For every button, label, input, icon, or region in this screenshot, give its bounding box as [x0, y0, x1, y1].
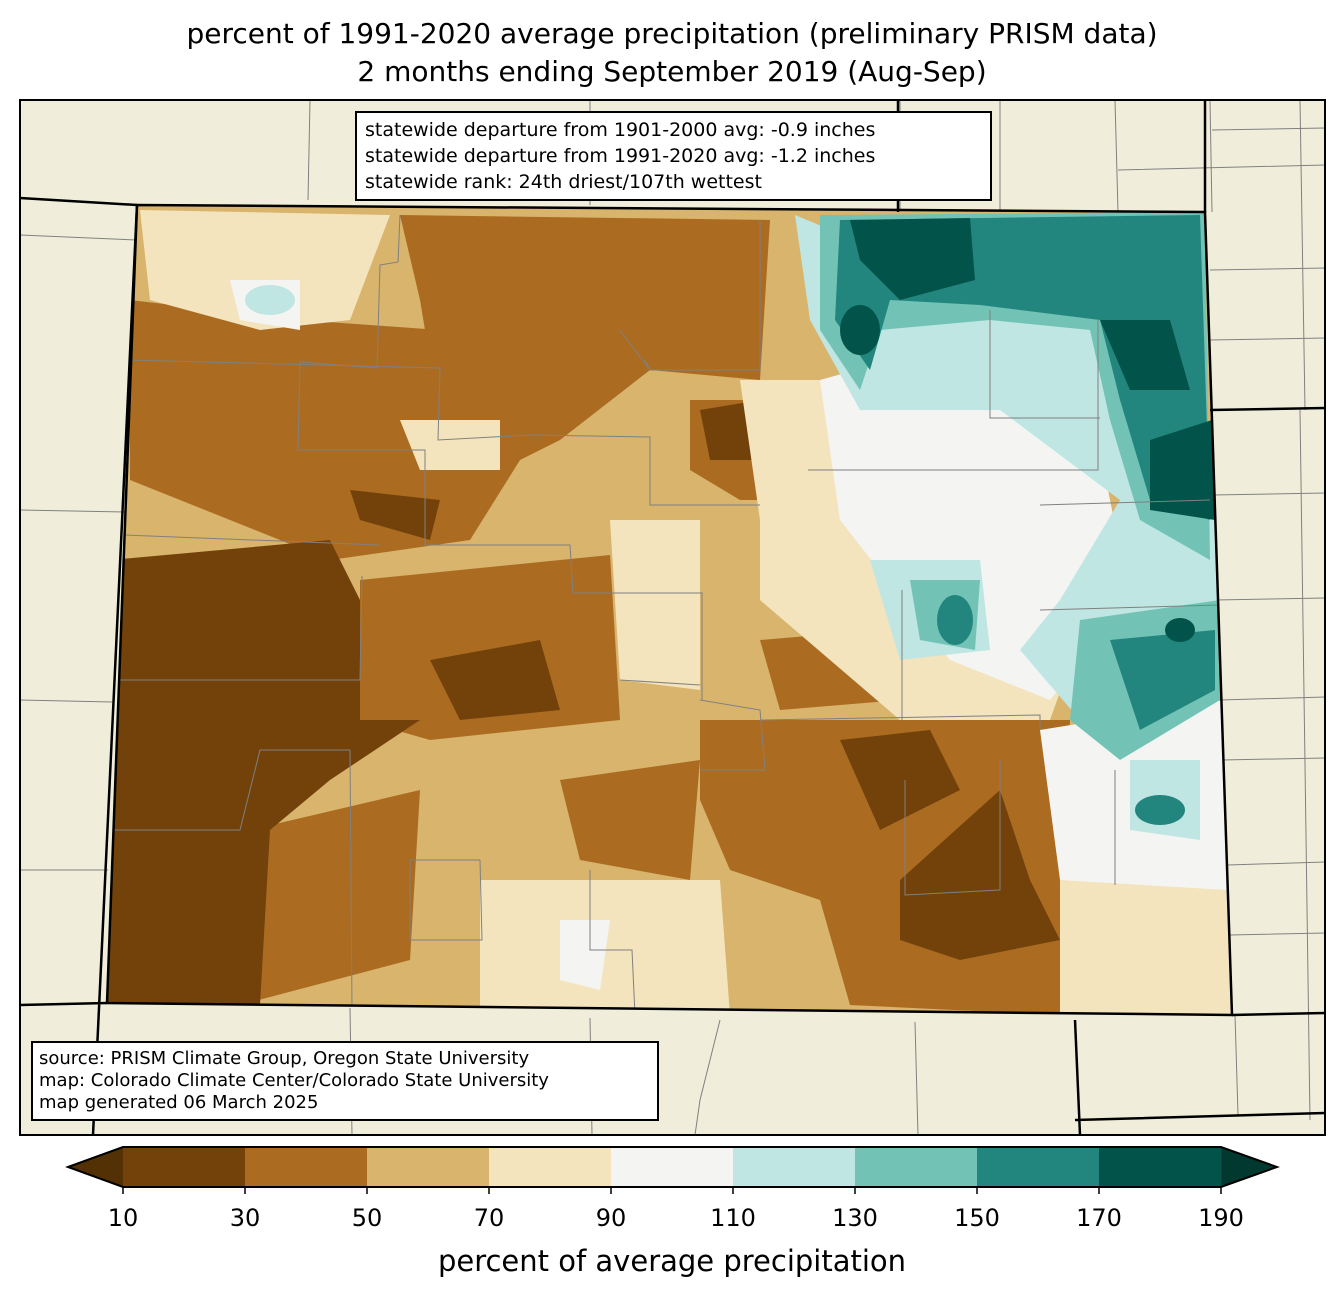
source-generated-date: map generated 06 March 2025	[39, 1092, 319, 1113]
colorbar-tick-label: 90	[595, 1204, 627, 1232]
colorbar-tick-label: 10	[107, 1204, 139, 1232]
source-box: source: PRISM Climate Group, Oregon Stat…	[31, 1041, 659, 1121]
colorbar-under-arrow	[68, 1147, 123, 1187]
stats-rank: statewide rank: 24th driest/107th wettes…	[365, 171, 762, 193]
colorbar-bin	[611, 1147, 734, 1187]
stats-departure-1991-2020: statewide departure from 1991-2020 avg: …	[365, 145, 876, 167]
colorbar-bin	[367, 1147, 490, 1187]
colorbar-bin	[977, 1147, 1100, 1187]
colorbar-over-arrow	[1221, 1147, 1277, 1187]
colorbar-bin	[123, 1147, 246, 1187]
colorbar-tick-label: 130	[832, 1204, 878, 1232]
colorbar-label: percent of average precipitation	[437, 1244, 907, 1278]
colorbar-bin	[733, 1147, 856, 1187]
colorbar-tick-label: 190	[1198, 1204, 1244, 1232]
stats-departure-1901-2000: statewide departure from 1901-2000 avg: …	[365, 119, 876, 141]
statewide-stats-box: statewide departure from 1901-2000 avg: …	[355, 111, 992, 201]
colorbar-bin	[489, 1147, 612, 1187]
colorbar-bin	[855, 1147, 978, 1187]
colorbar-tick-label: 110	[710, 1204, 756, 1232]
source-prism: source: PRISM Climate Group, Oregon Stat…	[39, 1048, 530, 1069]
colorbar-bin	[245, 1147, 368, 1187]
title-line-2: 2 months ending September 2019 (Aug-Sep)	[357, 55, 987, 88]
colorbar-bin	[1099, 1147, 1222, 1187]
colorbar-tick-label: 70	[473, 1204, 505, 1232]
colorbar	[65, 1146, 1280, 1194]
precipitation-field	[107, 205, 1232, 1015]
colorbar-tick-label: 150	[954, 1204, 1000, 1232]
county-lines	[108, 214, 1219, 1015]
source-map-credit: map: Colorado Climate Center/Colorado St…	[39, 1070, 549, 1091]
title-line-1: percent of 1991-2020 average precipitati…	[186, 17, 1158, 50]
colorbar-tick-label: 170	[1076, 1204, 1122, 1232]
colorbar-tick-label: 30	[229, 1204, 261, 1232]
map-frame	[19, 99, 1326, 1136]
colorbar-tick-label: 50	[351, 1204, 383, 1232]
